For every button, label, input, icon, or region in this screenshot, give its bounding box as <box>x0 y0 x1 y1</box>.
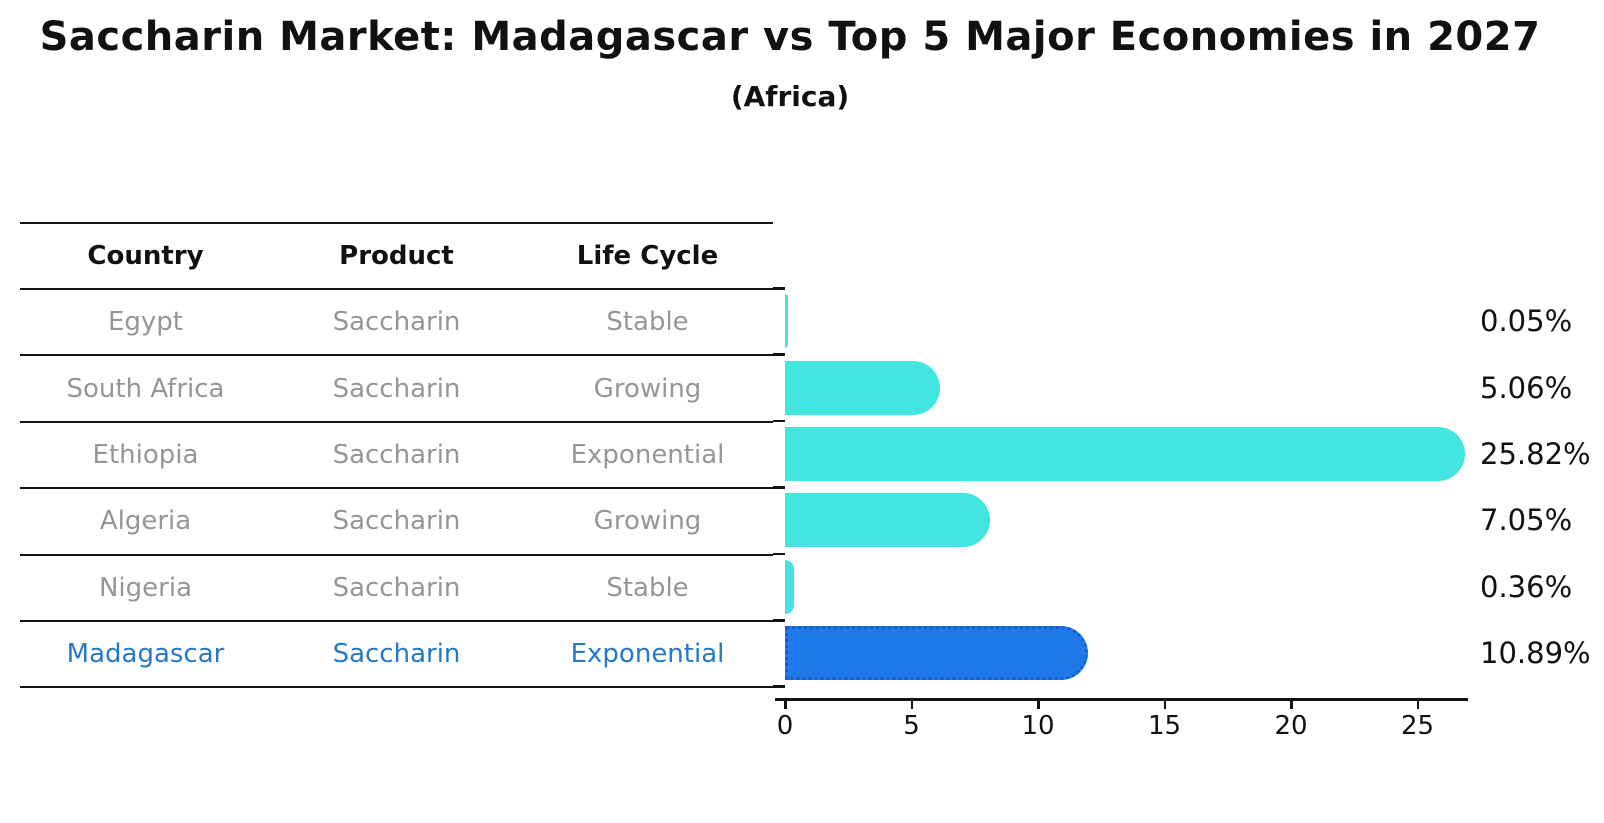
cell-life-cycle: Growing <box>593 506 702 537</box>
table-header-life-cycle: Life Cycle <box>576 241 719 271</box>
x-tick-15 <box>1163 700 1166 709</box>
value-label-algeria: 7.05% <box>1480 503 1573 538</box>
x-tick-5 <box>910 700 913 709</box>
cell-product: Saccharin <box>332 439 461 470</box>
table-row-algeria: Algeria Saccharin Growing <box>20 489 773 556</box>
cell-product: Saccharin <box>332 572 461 603</box>
x-tick-0 <box>784 700 787 709</box>
cell-life-cycle: Growing <box>593 373 702 404</box>
x-tick-label-5: 5 <box>903 711 920 741</box>
bar-madagascar <box>785 626 1088 681</box>
y-tick-3 <box>773 486 785 489</box>
y-tick-2 <box>773 419 785 423</box>
cell-country: Ethiopia <box>92 439 199 470</box>
x-tick-label-15: 15 <box>1147 711 1182 741</box>
cell-life-cycle: Exponential <box>570 639 725 670</box>
x-tick-10 <box>1037 700 1040 709</box>
table-row-ethiopia: Ethiopia Saccharin Exponential <box>20 423 773 490</box>
cell-country: Egypt <box>107 307 184 338</box>
y-tick-1 <box>773 353 785 356</box>
y-tick-6 <box>773 685 785 688</box>
bar-south-africa <box>785 360 941 415</box>
cell-country: Madagascar <box>66 639 225 670</box>
bar-egypt <box>785 294 788 349</box>
value-label-south-africa: 5.06% <box>1480 370 1573 405</box>
x-tick-label-20: 20 <box>1274 711 1308 741</box>
table-row-nigeria: Nigeria Saccharin Stable <box>20 556 773 622</box>
cell-life-cycle: Exponential <box>570 439 725 470</box>
cell-country: South Africa <box>66 373 225 404</box>
value-label-madagascar: 10.89% <box>1480 636 1591 671</box>
x-tick-20 <box>1290 700 1293 709</box>
x-tick-label-0: 0 <box>776 711 794 741</box>
table-row-madagascar: Madagascar Saccharin Exponential <box>20 622 773 689</box>
x-axis-line <box>775 698 1468 701</box>
cell-country: Nigeria <box>98 572 193 603</box>
value-label-egypt: 0.05% <box>1480 304 1573 339</box>
table-row-egypt: Egypt Saccharin Stable <box>20 290 773 357</box>
cell-life-cycle: Stable <box>606 572 689 603</box>
table-header-row: Country Product Life Cycle <box>20 224 773 290</box>
x-tick-label-25: 25 <box>1400 711 1435 741</box>
country-table: Country Product Life Cycle Egypt Sacchari… <box>20 222 773 689</box>
y-tick-5 <box>773 619 785 622</box>
y-tick-4 <box>773 552 785 556</box>
cell-product: Saccharin <box>332 639 461 670</box>
bar-algeria <box>785 493 991 548</box>
bar-ethiopia <box>785 427 1466 481</box>
value-label-nigeria: 0.36% <box>1480 569 1573 604</box>
table-header-product: Product <box>339 241 454 271</box>
x-tick-25 <box>1416 700 1419 709</box>
table-header-country: Country <box>87 241 204 271</box>
cell-product: Saccharin <box>332 307 461 338</box>
chart-subtitle: (Africa) <box>730 80 850 113</box>
x-tick-label-10: 10 <box>1021 711 1055 741</box>
cell-country: Algeria <box>99 506 192 537</box>
cell-product: Saccharin <box>332 373 461 404</box>
bar-nigeria <box>785 559 795 614</box>
cell-product: Saccharin <box>332 506 461 537</box>
table-row-south-africa: South Africa Saccharin Growing <box>20 356 773 423</box>
value-label-ethiopia: 25.82% <box>1480 437 1591 471</box>
cell-life-cycle: Stable <box>606 307 689 338</box>
table-body: Egypt Saccharin Stable South Africa Sacchari… <box>20 290 773 689</box>
y-tick-0 <box>773 287 785 290</box>
chart-title: Saccharin Market: Madagascar vs Top 5 Ma… <box>39 14 1541 60</box>
